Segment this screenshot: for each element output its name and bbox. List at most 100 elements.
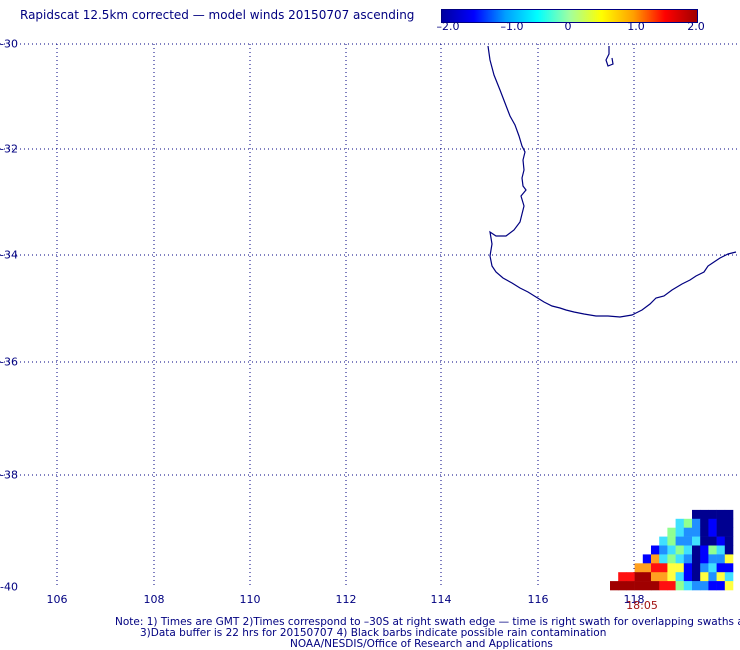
swath-cell — [724, 527, 734, 537]
swath-cell — [618, 581, 627, 591]
color-scale-bar — [441, 9, 698, 23]
swath-cell — [675, 554, 685, 564]
colorbar-tick-label: 2.0 — [687, 20, 705, 33]
swath-cell — [675, 572, 685, 582]
swath-cell — [700, 563, 709, 573]
swath-cell — [626, 572, 635, 582]
lat-lon-grid — [0, 43, 740, 588]
lon-label: 116 — [527, 593, 549, 606]
swath-cell — [651, 572, 660, 582]
swath-cell — [700, 554, 709, 564]
swath-cell — [692, 572, 701, 582]
swath-cell — [675, 563, 685, 573]
swath-cell — [692, 518, 701, 528]
swath-cell — [716, 581, 726, 591]
swath-cell — [667, 572, 676, 582]
swath-cell — [610, 581, 619, 591]
chart-title: Rapidscat 12.5km corrected — model winds… — [20, 8, 415, 22]
swath-cell — [667, 581, 676, 591]
swath-cell — [724, 572, 734, 582]
swath-cell — [675, 581, 685, 591]
footnote-line-1: Note: 1) Times are GMT 2)Times correspon… — [115, 616, 740, 628]
footnote-line-2: 3)Data buffer is 22 hrs for 20150707 4) … — [140, 627, 607, 639]
lat-label: -34 — [0, 248, 18, 262]
swath-cell — [683, 572, 693, 582]
swath-cell — [708, 536, 717, 546]
swath-cell — [675, 518, 685, 528]
swath-cell — [659, 545, 668, 555]
swath-cell — [618, 572, 627, 582]
swath-time-label: 18:05 — [626, 599, 658, 612]
swath-cell — [700, 518, 709, 528]
swath-cell — [708, 509, 717, 520]
swath-cell — [651, 545, 660, 555]
lat-label: -30 — [0, 37, 18, 51]
swath-cell — [651, 554, 660, 564]
swath-cell — [659, 581, 668, 591]
swath-cell — [667, 563, 676, 573]
coastline — [487, 45, 737, 318]
lon-label: 108 — [143, 593, 165, 606]
lat-label: -38 — [0, 468, 18, 482]
swath-cell — [724, 536, 734, 546]
swath-cell — [700, 572, 709, 582]
swath-cell — [724, 518, 734, 528]
swath-cell — [716, 563, 726, 573]
swath-cell — [626, 581, 635, 591]
footnote-line-3: NOAA/NESDIS/Office of Research and Appli… — [290, 638, 553, 650]
swath-cell — [716, 527, 726, 537]
swath-cell — [716, 554, 726, 564]
wind-swath-cells — [610, 509, 734, 591]
swath-cell — [708, 581, 717, 591]
lat-label: -40 — [0, 580, 18, 594]
swath-cell — [683, 518, 693, 528]
swath-cell — [708, 545, 717, 555]
lon-label: 112 — [335, 593, 357, 606]
swath-cell — [692, 509, 701, 520]
lon-label: 110 — [239, 593, 261, 606]
lat-label: -36 — [0, 355, 18, 369]
swath-cell — [700, 527, 709, 537]
colorbar-tick-label: 0 — [564, 20, 572, 33]
swath-cell — [692, 545, 701, 555]
swath-cell — [708, 518, 717, 528]
colorbar-tick-label: –1.0 — [500, 20, 524, 33]
swath-cell — [642, 554, 652, 564]
coastline-island — [605, 46, 614, 67]
swath-cell — [700, 545, 709, 555]
swath-cell — [692, 554, 701, 564]
swath-cell — [708, 563, 717, 573]
swath-cell — [634, 563, 644, 573]
swath-cell — [708, 527, 717, 537]
swath-cell — [659, 563, 668, 573]
swath-cell — [716, 518, 726, 528]
colorbar-tick-label: 1.0 — [627, 20, 645, 33]
swath-cell — [634, 572, 644, 582]
swath-cell — [683, 554, 693, 564]
swath-cell — [675, 536, 685, 546]
swath-cell — [708, 572, 717, 582]
swath-cell — [667, 527, 676, 537]
swath-cell — [675, 527, 685, 537]
swath-cell — [667, 545, 676, 555]
swath-cell — [651, 581, 660, 591]
swath-cell — [675, 545, 685, 555]
swath-cell — [683, 545, 693, 555]
swath-cell — [692, 563, 701, 573]
swath-cell — [724, 509, 734, 520]
swath-cell — [683, 581, 693, 591]
swath-cell — [692, 527, 701, 537]
lat-label: -32 — [0, 142, 18, 156]
lon-label: 118 — [623, 593, 645, 606]
swath-cell — [700, 536, 709, 546]
swath-cell — [724, 563, 734, 573]
swath-cell — [692, 536, 701, 546]
swath-cell — [659, 536, 668, 546]
swath-cell — [683, 536, 693, 546]
swath-cell — [724, 554, 734, 564]
swath-cell — [700, 581, 709, 591]
swath-cell — [700, 509, 709, 520]
swath-cell — [642, 581, 652, 591]
swath-cell — [634, 581, 644, 591]
